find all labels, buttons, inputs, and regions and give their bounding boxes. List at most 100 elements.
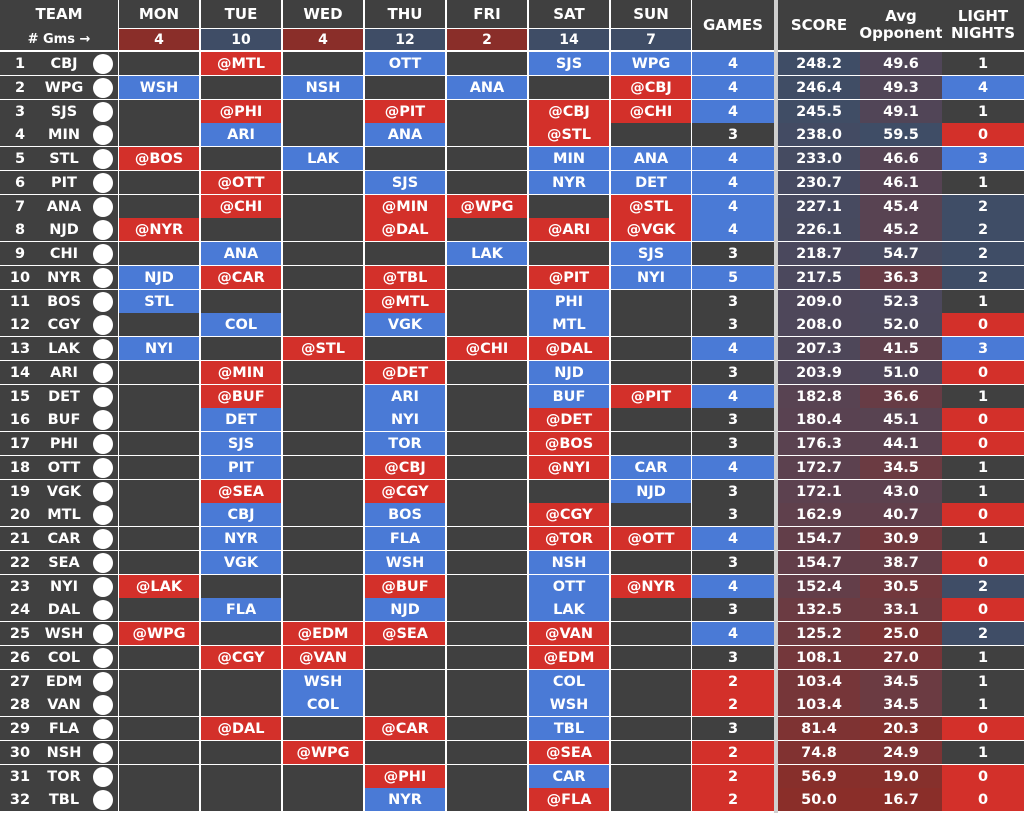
- score-cell: 132.5: [778, 598, 860, 621]
- opponent-cell: NYI: [611, 266, 691, 289]
- opponent-cell: [119, 361, 199, 384]
- games-cell: 3: [692, 598, 774, 621]
- team-logo-icon: [93, 244, 113, 264]
- score-cell: 207.3: [778, 337, 860, 360]
- games-cell: 2: [692, 765, 774, 788]
- score-cell: 233.0: [778, 147, 860, 170]
- opponent-cell: @SEA: [201, 480, 281, 503]
- opponent-cell: [447, 693, 527, 716]
- light-nights-cell: 0: [942, 717, 1024, 740]
- rank-cell: 17: [0, 432, 40, 455]
- opponent-cell: [447, 741, 527, 764]
- avg-opponent-cell: 34.5: [860, 456, 942, 479]
- team-logo-cell: [88, 76, 118, 99]
- rank-cell: 23: [0, 575, 40, 598]
- team-logo-cell: [88, 741, 118, 764]
- opponent-cell: @CHI: [611, 100, 691, 123]
- opponent-cell: BOS: [365, 503, 445, 526]
- games-cell: 4: [692, 622, 774, 645]
- opponent-cell: [447, 575, 527, 598]
- opponent-cell: [119, 670, 199, 693]
- light-nights-line2: NIGHTS: [950, 24, 1016, 42]
- team-logo-cell: [88, 456, 118, 479]
- rank-cell: 10: [0, 266, 40, 289]
- opponent-cell: [447, 551, 527, 574]
- opponent-cell: [119, 52, 199, 75]
- opponent-cell: [447, 670, 527, 693]
- team-logo-cell: [88, 100, 118, 123]
- opponent-cell: [611, 290, 691, 313]
- light-nights-cell: 1: [942, 741, 1024, 764]
- score-cell: 81.4: [778, 717, 860, 740]
- light-nights-cell: 0: [942, 123, 1024, 146]
- light-nights-cell: 1: [942, 100, 1024, 123]
- opponent-cell: [119, 717, 199, 740]
- opponent-cell: [283, 432, 363, 455]
- team-logo-cell: [88, 551, 118, 574]
- opponent-cell: @PHI: [365, 765, 445, 788]
- opponent-cell: @OTT: [611, 527, 691, 550]
- games-cell: 4: [692, 195, 774, 218]
- avg-opponent-cell: 33.1: [860, 598, 942, 621]
- rank-cell: 24: [0, 598, 40, 621]
- score-cell: 50.0: [778, 788, 860, 811]
- opponent-cell: [447, 598, 527, 621]
- team-logo-icon: [93, 78, 113, 98]
- opponent-cell: ANA: [201, 242, 281, 265]
- games-cell: 2: [692, 670, 774, 693]
- opponent-cell: [365, 337, 445, 360]
- avg-opponent-cell: 36.6: [860, 385, 942, 408]
- games-cell: 3: [692, 242, 774, 265]
- opponent-cell: [365, 693, 445, 716]
- score-separator: [774, 0, 778, 813]
- team-logo-icon: [93, 767, 113, 787]
- opponent-cell: [447, 503, 527, 526]
- opponent-cell: [611, 408, 691, 431]
- day-games-wed: 4: [283, 29, 363, 50]
- team-abbr-cell: MTL: [40, 503, 88, 526]
- team-abbr-cell: FLA: [40, 717, 88, 740]
- opponent-cell: DET: [611, 171, 691, 194]
- opponent-cell: [283, 551, 363, 574]
- games-cell: 5: [692, 266, 774, 289]
- team-logo-cell: [88, 313, 118, 336]
- opponent-cell: @ARI: [529, 218, 609, 241]
- day-games-fri: 2: [447, 29, 527, 50]
- opponent-cell: [447, 622, 527, 645]
- rank-cell: 15: [0, 385, 40, 408]
- opponent-cell: @CHI: [201, 195, 281, 218]
- opponent-cell: [447, 147, 527, 170]
- team-logo-cell: [88, 337, 118, 360]
- opponent-cell: @NYR: [611, 575, 691, 598]
- light-nights-cell: 2: [942, 266, 1024, 289]
- team-abbr-cell: SJS: [40, 100, 88, 123]
- light-nights-cell: 1: [942, 527, 1024, 550]
- light-nights-cell: 1: [942, 385, 1024, 408]
- opponent-cell: NJD: [529, 361, 609, 384]
- light-nights-cell: 0: [942, 598, 1024, 621]
- opponent-cell: ARI: [201, 123, 281, 146]
- opponent-cell: STL: [119, 290, 199, 313]
- opponent-cell: FLA: [201, 598, 281, 621]
- opponent-cell: @CBJ: [529, 100, 609, 123]
- opponent-cell: CBJ: [201, 503, 281, 526]
- opponent-cell: @WPG: [119, 622, 199, 645]
- opponent-cell: @OTT: [201, 171, 281, 194]
- team-logo-icon: [93, 458, 113, 478]
- score-cell: 209.0: [778, 290, 860, 313]
- opponent-cell: [611, 598, 691, 621]
- opponent-cell: @DAL: [529, 337, 609, 360]
- team-logo-cell: [88, 123, 118, 146]
- games-cell: 3: [692, 123, 774, 146]
- score-cell: 217.5: [778, 266, 860, 289]
- light-nights-header: LIGHT NIGHTS: [942, 0, 1024, 50]
- opponent-cell: [611, 788, 691, 811]
- team-logo-icon: [93, 54, 113, 74]
- opponent-cell: [201, 337, 281, 360]
- avg-opponent-cell: 49.1: [860, 100, 942, 123]
- opponent-cell: [283, 52, 363, 75]
- team-abbr-cell: VGK: [40, 480, 88, 503]
- light-nights-cell: 0: [942, 765, 1024, 788]
- avg-opponent-cell: 45.1: [860, 408, 942, 431]
- opponent-cell: [447, 385, 527, 408]
